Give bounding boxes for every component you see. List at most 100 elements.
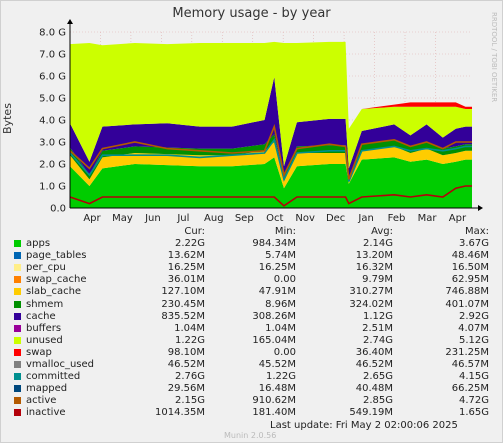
legend-cur: 127.10M [161, 286, 205, 298]
y-tick-label: 8.0 G [39, 28, 66, 39]
y-tick-label: 4.0 G [39, 116, 66, 127]
legend-min: 165.04M [252, 334, 296, 346]
legend-name: mapped [26, 383, 68, 395]
tick-labels: 0.0 1.0 G 2.0 G 3.0 G 4.0 G 5.0 G 6.0 G 7.0 G 8.… [39, 28, 467, 225]
legend-name: unused [26, 334, 63, 346]
legend-swatch [14, 288, 21, 296]
legend-avg: 2.74G [362, 334, 393, 346]
legend-swatch [14, 300, 21, 308]
x-tick-label: Sep [235, 213, 254, 224]
legend-max: 4.15G [458, 371, 489, 383]
legend-avg: 324.02M [349, 298, 393, 310]
legend-row: active 2.15G 910.62M 2.85G 4.72G [12, 395, 492, 407]
legend-table: Cur: Min: Avg: Max: apps 2.22G 984.34M 2.14… [12, 226, 492, 420]
line-inactive [69, 185, 472, 207]
legend-max: 5.12G [458, 334, 489, 346]
legend-max: 46.57M [451, 359, 489, 371]
line-committed [69, 137, 472, 182]
last-update: Last update: Fri May 2 02:00:06 2025 [270, 420, 458, 431]
y-tick-label: 7.0 G [39, 50, 66, 61]
legend-row: cache 835.52M 308.26M 1.12G 2.92G [12, 311, 492, 323]
legend-max: 746.88M [445, 286, 489, 298]
header-max: Max: [464, 226, 489, 237]
legend-name: page_tables [26, 250, 87, 262]
legend-row: committed 2.76G 1.22G 2.65G 4.15G [12, 371, 492, 383]
axes [67, 19, 483, 211]
legend-avg: 2.14G [362, 238, 393, 250]
legend-min: 181.40M [252, 407, 296, 419]
legend-min: 16.48M [258, 383, 296, 395]
legend-min: 0.00 [273, 274, 296, 286]
legend-min: 0.00 [273, 346, 296, 358]
side-text-group: RRDTOOL / TOBI OETIKER [490, 12, 498, 102]
legend-row: page_tables 13.62M 5.74M 13.20M 48.46M [12, 250, 492, 262]
header-avg: Avg: [371, 226, 393, 237]
area-cache [70, 77, 472, 178]
stacked-areas [70, 41, 472, 208]
legend-row: unused 1.22G 165.04M 2.74G 5.12G [12, 335, 492, 347]
y-tick-label: 1.0 G [39, 182, 66, 193]
legend-cur: 98.10M [167, 346, 205, 358]
legend-swatch [14, 312, 21, 320]
area-unused [70, 41, 472, 169]
legend-row: swap 98.10M 0.00 36.40M 231.25M [12, 347, 492, 359]
legend-max: 16.50M [451, 262, 489, 274]
legend-swatch [14, 348, 21, 356]
x-tick-label: Apr [449, 213, 467, 224]
x-tick-label: Aug [204, 213, 224, 224]
legend-swatch [14, 276, 21, 284]
x-tick-label: Dec [326, 213, 345, 224]
legend-swatch [14, 240, 21, 248]
legend-min: 45.52M [258, 359, 296, 371]
legend-min: 47.91M [258, 286, 296, 298]
y-axis-arrow [67, 19, 73, 24]
legend-cur: 46.52M [167, 359, 205, 371]
legend-name: swap [26, 346, 52, 358]
legend-max: 4.72G [458, 395, 489, 407]
x-tick-label: Jul [176, 213, 189, 224]
series-lines [69, 123, 472, 207]
legend-name: cache [26, 310, 56, 322]
legend-avg: 1.12G [362, 310, 393, 322]
legend-max: 401.07M [445, 298, 489, 310]
legend-name: per_cpu [26, 262, 66, 274]
x-tick-label: May [112, 213, 133, 224]
chart-title: Memory usage - by year [172, 6, 331, 21]
legend-cur: 16.25M [167, 262, 205, 274]
legend-name: inactive [26, 407, 66, 419]
legend-cur: 2.22G [174, 238, 205, 250]
legend-name: slab_cache [26, 286, 82, 298]
legend-cur: 1.22G [174, 334, 205, 346]
legend-name: apps [26, 238, 51, 250]
x-axis-arrow [478, 205, 483, 211]
legend-cur: 2.15G [174, 395, 205, 407]
x-tick-label: Apr [83, 213, 101, 224]
area-shmem [70, 134, 472, 182]
legend-swatch [14, 336, 21, 344]
x-tick-label: Feb [388, 213, 406, 224]
legend-min: 984.34M [252, 238, 296, 250]
legend-name: vmalloc_used [26, 359, 95, 371]
legend-header: Cur: Min: Avg: Max: [12, 226, 492, 238]
legend-avg: 46.52M [355, 359, 393, 371]
legend-row: vmalloc_used 46.52M 45.52M 46.52M 46.57M [12, 359, 492, 371]
y-tick-label: 6.0 G [39, 72, 66, 83]
legend-cur: 29.56M [167, 383, 205, 395]
legend-swatch [14, 324, 21, 332]
legend-max: 3.67G [458, 238, 489, 250]
legend-cur: 230.45M [161, 298, 205, 310]
legend-row: apps 2.22G 984.34M 2.14G 3.67G [12, 238, 492, 250]
legend-avg: 310.27M [349, 286, 393, 298]
legend-swatch [14, 385, 21, 393]
legend-max: 48.46M [451, 250, 489, 262]
legend-row: shmem 230.45M 8.96M 324.02M 401.07M [12, 299, 492, 311]
legend-avg: 9.79M [362, 274, 393, 286]
legend-max: 2.92G [458, 310, 489, 322]
legend-max: 4.07M [458, 322, 489, 334]
line-active [69, 123, 472, 180]
rrdtool-credit: RRDTOOL / TOBI OETIKER [490, 12, 498, 102]
legend-avg: 16.32M [355, 262, 393, 274]
header-min: Min: [274, 226, 296, 237]
legend-name: active [26, 395, 57, 407]
